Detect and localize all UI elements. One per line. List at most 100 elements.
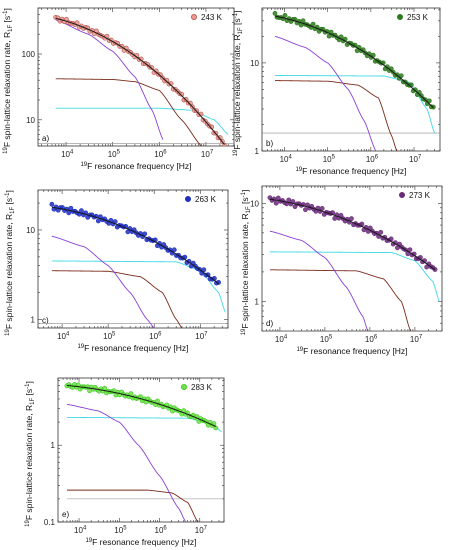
y-axis-label: 19F spin-lattice relaxation rate, R1F [s… — [2, 8, 14, 154]
data-point — [128, 391, 134, 396]
x-tick-label: 107 — [195, 332, 208, 342]
component-curve-purple — [51, 235, 155, 328]
data-point — [272, 10, 278, 16]
component-curve-purple — [269, 230, 369, 331]
data-point — [426, 98, 432, 104]
y-tick-label: 0.1 — [44, 518, 56, 527]
chart-panel-1: 104 105 106 107 10 100 19F resonance frequency… — [2, 7, 235, 171]
component-curve-brown — [55, 78, 202, 146]
fit-curve — [55, 17, 225, 145]
panel-label: b) — [266, 139, 273, 148]
data-point — [201, 267, 207, 273]
chart-panel-3: 104 105 106 107 1 10 19F resonance frequency [… — [4, 189, 229, 353]
component-curve-cyan — [55, 107, 229, 135]
y-tick-label: 100 — [22, 50, 36, 59]
chart-panel-2: 104 105 106 107 1 10 19F resonance frequency [… — [232, 7, 441, 176]
component-curve-brown — [269, 269, 411, 331]
data-point — [171, 247, 177, 253]
x-tick-label: 106 — [149, 332, 162, 342]
component-curve-purple — [55, 19, 164, 140]
y-tick-label: 1 — [255, 147, 260, 156]
component-curve-brown — [51, 270, 183, 328]
data-point — [213, 425, 219, 431]
panel-label: d) — [266, 319, 273, 328]
component-curve-brown — [66, 489, 199, 522]
data-point — [319, 206, 325, 211]
x-axis-label: 19F resonance frequency [Hz] — [296, 346, 407, 356]
data-point — [49, 201, 55, 207]
legend-label: 273 K — [409, 191, 431, 200]
x-tick-label: 106 — [366, 155, 379, 165]
legend-label: 263 K — [195, 195, 217, 204]
x-tick-label: 107 — [409, 155, 422, 165]
legend-marker — [398, 191, 405, 198]
data-point — [154, 398, 160, 404]
data-point — [95, 218, 101, 224]
x-tick-label: 104 — [280, 155, 293, 165]
x-tick-label: 105 — [323, 155, 336, 165]
data-point — [79, 208, 84, 214]
data-point — [326, 33, 332, 39]
data-point — [205, 272, 211, 278]
plot-frame — [57, 377, 225, 523]
plot-frame — [37, 7, 235, 147]
legend-label: 243 K — [201, 13, 223, 22]
x-tick-label: 107 — [201, 150, 214, 160]
x-tick-label: 105 — [108, 150, 121, 160]
data-point — [149, 65, 155, 71]
data-point — [183, 96, 189, 102]
y-tick-label: 1 — [31, 315, 36, 324]
component-curve-cyan — [269, 251, 440, 302]
chart-panel-5: 104 105 106 107 0.1 1 19F resonance frequency … — [24, 377, 225, 547]
legend-marker — [190, 13, 197, 20]
panel-label: a) — [42, 134, 49, 143]
fit-curve — [66, 384, 217, 427]
y-axis-label: 19F spin-lattice relaxation rate, R1F [s… — [240, 190, 252, 336]
x-tick-label: 104 — [57, 332, 70, 342]
data-point — [286, 197, 292, 203]
legend-marker — [396, 13, 403, 20]
component-curve-brown — [274, 80, 398, 151]
data-point — [273, 200, 279, 206]
x-tick-label: 104 — [61, 150, 74, 160]
y-tick-label: 10 — [26, 116, 35, 125]
x-tick-label: 106 — [154, 150, 167, 160]
fit-curve — [269, 198, 436, 271]
data-point — [142, 231, 148, 237]
data-point — [66, 210, 72, 216]
data-point — [378, 229, 384, 235]
component-curve-purple — [66, 403, 187, 522]
x-tick-label: 107 — [195, 526, 208, 536]
data-point — [102, 385, 108, 391]
x-tick-label: 105 — [114, 526, 127, 536]
y-tick-label: 10 — [26, 226, 35, 235]
chart-panel-4: 104 105 106 107 1 10 19F resonance frequency [… — [240, 185, 443, 356]
data-point — [412, 87, 418, 93]
y-axis-label: 19F spin-lattice relaxation rate, R1F [s… — [24, 381, 36, 527]
x-axis-label: 19F resonance frequency [Hz] — [85, 537, 196, 547]
y-tick-label: 10 — [250, 59, 259, 68]
y-axis-label: 19F spin-lattice relaxation rate, R1F [s… — [232, 11, 244, 157]
panel-label: e) — [62, 510, 69, 519]
y-tick-label: 10 — [250, 199, 259, 208]
y-tick-label: 1 — [255, 297, 260, 306]
fit-curve — [274, 15, 434, 109]
data-point — [398, 73, 404, 79]
x-tick-label: 104 — [275, 335, 288, 345]
legend-label: 253 K — [407, 13, 429, 22]
x-tick-label: 105 — [103, 332, 116, 342]
y-axis-label: 19F spin-lattice relaxation rate, R1F [s… — [4, 190, 16, 336]
legend-marker — [184, 195, 191, 202]
data-point — [349, 216, 354, 222]
x-tick-label: 104 — [74, 526, 87, 536]
panel-label: c) — [42, 316, 49, 325]
fit-curve — [51, 206, 219, 285]
x-axis-label: 19F resonance frequency [Hz] — [77, 343, 188, 353]
plot-frame — [261, 7, 441, 152]
x-tick-label: 106 — [155, 526, 168, 536]
x-axis-label: 19F resonance frequency [Hz] — [80, 161, 191, 171]
y-tick-label: 1 — [51, 441, 56, 450]
data-point — [407, 247, 413, 253]
x-tick-label: 106 — [365, 335, 378, 345]
